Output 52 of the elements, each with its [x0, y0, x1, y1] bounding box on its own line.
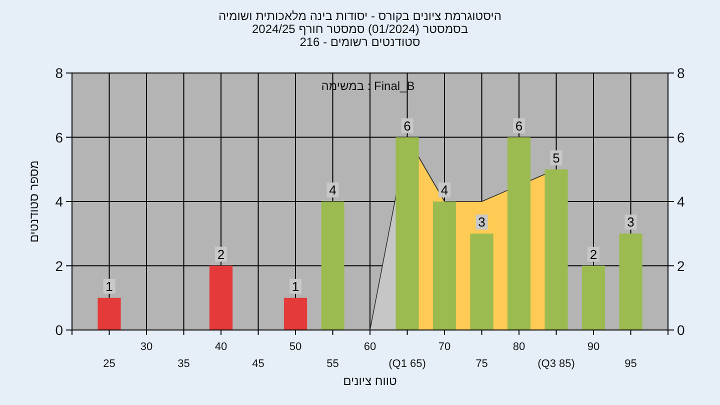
y2-tick-label: 4: [677, 194, 685, 210]
x-tick-label: 90: [587, 341, 600, 353]
x-tick-label: 95: [624, 358, 637, 370]
data-label: 4: [329, 182, 336, 198]
data-label: 1: [292, 278, 300, 294]
y-tick-label: 2: [55, 258, 64, 274]
data-label: 6: [404, 118, 411, 134]
data-label: 3: [478, 214, 486, 230]
data-label: 5: [552, 150, 560, 166]
data-label: 2: [590, 246, 598, 262]
x-axis-title: טווח ציונים: [343, 374, 398, 388]
x-tick-label: 40: [214, 341, 228, 353]
text: סטודנטים רשומים - 216: [300, 35, 420, 49]
data-label: 1: [106, 278, 113, 294]
bar: [582, 266, 606, 330]
x-tick-label: 55: [326, 358, 339, 370]
data-label: 6: [515, 118, 523, 134]
x-tick-label: 60: [364, 341, 376, 353]
y-tick-label: 6: [55, 129, 64, 146]
y-axis-title: מספר סטודנטים: [27, 160, 41, 243]
y2-tick-label: 8: [677, 65, 685, 81]
y2-tick-label: 2: [677, 258, 685, 274]
x-tick-label: 30: [140, 341, 153, 353]
y-tick-label: 0: [55, 322, 64, 338]
bar: [321, 202, 344, 330]
bar: [98, 298, 121, 330]
chart-subtitle: בסמסטר (01/2024) סמסטר חורף 2024/25: [252, 22, 468, 36]
bar: [507, 137, 531, 330]
x-tick-label: (Q3 85): [538, 358, 575, 370]
chart-title: היסטוגרמת ציונים בקורס - יסודות בינה מלאכותית ושומיה: [218, 9, 502, 23]
x-tick-label: 70: [438, 341, 451, 353]
bar: [619, 234, 642, 330]
x-tick-label: 50: [289, 341, 302, 353]
y-tick-label: 8: [55, 65, 64, 81]
bar: [470, 234, 494, 330]
x-tick-label: 25: [103, 358, 116, 370]
y-tick-label: 4: [55, 194, 64, 210]
x-tick-label: 75: [476, 358, 488, 370]
bar: [284, 298, 308, 330]
data-label: 3: [627, 214, 634, 230]
x-tick-label: 35: [178, 358, 190, 370]
bar: [209, 266, 233, 330]
y2-tick-label: 6: [677, 129, 685, 146]
bar: [544, 169, 568, 330]
bar: [432, 202, 456, 330]
x-tick-label: (Q1 65): [388, 358, 426, 370]
data-label: 4: [440, 182, 448, 198]
y2-tick-label: 0: [677, 322, 685, 338]
bar: [396, 137, 419, 330]
data-label: 2: [217, 246, 225, 262]
x-tick-label: 45: [252, 358, 264, 370]
x-tick-label: 80: [512, 341, 526, 353]
